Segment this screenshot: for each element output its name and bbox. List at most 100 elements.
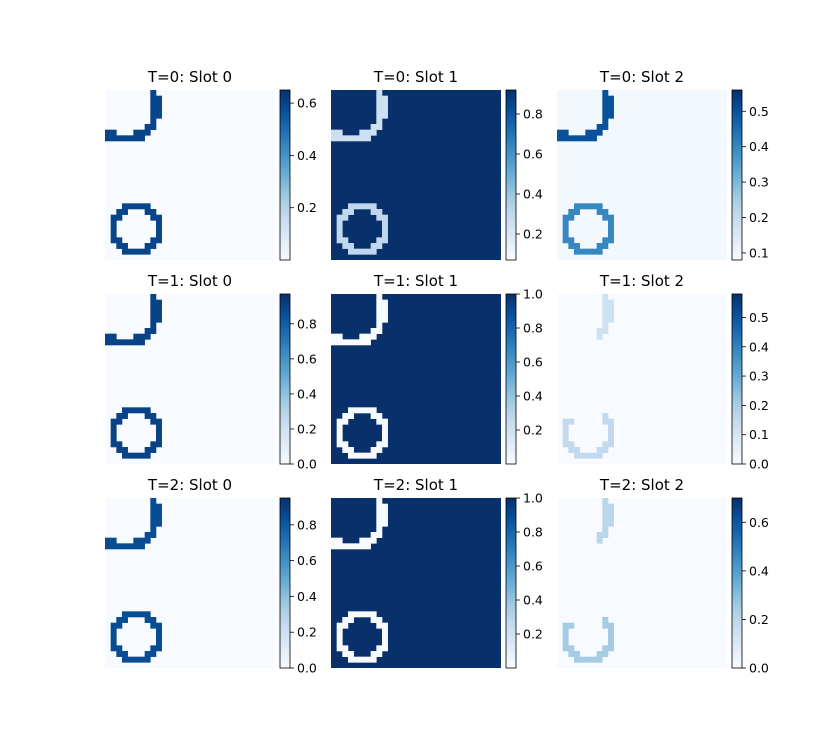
heatmap-cell	[156, 515, 162, 521]
heatmap-cell	[150, 305, 157, 312]
heatmap-cell	[150, 532, 157, 538]
heatmap-background	[557, 90, 727, 260]
heatmap-cell	[144, 129, 151, 136]
heatmap-cell	[348, 651, 354, 657]
heatmap-cell	[376, 515, 383, 521]
heatmap-background	[331, 498, 501, 668]
colorbar-tick-label: 0.2	[749, 612, 769, 627]
heatmap-cell	[376, 294, 383, 300]
heatmap-cell	[139, 611, 145, 618]
heatmap-cell	[133, 656, 140, 663]
heatmap-cell	[336, 237, 343, 244]
heatmap-cell	[122, 617, 128, 623]
heatmap-cell	[122, 447, 128, 453]
heatmap-cell	[127, 656, 134, 663]
colorbar-tick-label: 0.6	[297, 96, 317, 111]
colorbar: 0.0 0.1 0.2 0.3 0.4 0.5	[731, 293, 769, 472]
heatmap-cell	[365, 135, 371, 142]
heatmap-cell	[596, 248, 603, 255]
heatmap-cell	[116, 237, 123, 244]
heatmap-cell	[331, 333, 337, 340]
heatmap-cell	[382, 214, 388, 221]
heatmap-cell	[359, 339, 366, 346]
heatmap-cell	[382, 645, 388, 652]
heatmap-cell	[122, 135, 128, 142]
heatmap-cell	[376, 209, 383, 215]
heatmap-cell	[139, 407, 145, 414]
subplot-title: T=1: Slot 1	[373, 272, 458, 290]
heatmap-cell	[370, 209, 377, 215]
heatmap-cell	[353, 339, 360, 346]
colorbar-gradient	[505, 497, 517, 669]
heatmap-cell	[110, 430, 117, 436]
heatmap-cell	[370, 129, 377, 136]
heatmap-cell	[348, 407, 354, 414]
heatmap-cell	[150, 645, 157, 652]
heatmap-cell	[602, 243, 609, 249]
subplot-title: T=2: Slot 1	[373, 476, 458, 494]
heatmap-cell	[110, 537, 117, 544]
heatmap-cell	[156, 424, 162, 431]
heatmap-cell	[382, 220, 388, 227]
heatmap-cell	[602, 299, 609, 306]
heatmap-cell	[608, 418, 614, 425]
heatmap-cell	[342, 447, 349, 453]
heatmap-cell	[156, 231, 162, 238]
heatmap-cell	[602, 532, 609, 538]
heatmap-cell	[376, 526, 383, 533]
heatmap-cell	[139, 656, 145, 663]
heatmap-cell	[110, 418, 117, 425]
colorbar-tick-label: 0.6	[523, 355, 543, 370]
colorbar-tick-label: 0.0	[297, 661, 317, 676]
heatmap-cell	[116, 418, 123, 425]
heatmap-cell	[336, 634, 343, 640]
colorbar-gradient	[731, 89, 743, 261]
heatmap-cell	[150, 90, 157, 96]
heatmap-cell	[150, 622, 157, 629]
heatmap-cell	[336, 543, 343, 550]
heatmap-cell	[110, 628, 117, 635]
heatmap-cell	[585, 248, 592, 255]
heatmap-cell	[116, 447, 123, 453]
heatmap-cell	[382, 628, 388, 635]
colorbar-tick-label: 0.0	[749, 457, 769, 472]
heatmap-cell	[382, 418, 388, 425]
heatmap-cell	[376, 418, 383, 425]
heatmap-cell	[574, 248, 580, 255]
heatmap-cell	[562, 237, 569, 244]
subplot-title: T=2: Slot 2	[599, 476, 684, 494]
colorbar-tick-label: 0.3	[749, 369, 769, 384]
heatmap-cell	[133, 333, 140, 340]
heatmap-cell	[150, 322, 157, 329]
heatmap-cell	[144, 333, 151, 340]
colorbar-tick-label: 0.4	[749, 339, 769, 354]
heatmap-cell	[127, 203, 134, 210]
heatmap-cell	[608, 95, 614, 102]
heatmap-cell	[122, 407, 128, 414]
heatmap-cell	[382, 107, 388, 113]
heatmap-cell	[376, 101, 383, 108]
heatmap-background	[105, 294, 275, 464]
heatmap-cell	[127, 611, 134, 618]
heatmap-cell	[116, 135, 123, 142]
heatmap-cell	[110, 237, 117, 244]
heatmap-cell	[370, 651, 377, 657]
heatmap-cell	[342, 543, 349, 550]
heatmap	[557, 294, 727, 464]
heatmap-cell	[596, 124, 603, 130]
heatmap-cell	[110, 424, 117, 431]
heatmap-cell	[359, 611, 366, 618]
heatmap-cell	[365, 129, 371, 136]
heatmap-cell	[568, 447, 575, 453]
heatmap-cell	[574, 243, 580, 249]
heatmap-cell	[139, 135, 145, 142]
heatmap-cell	[133, 248, 140, 255]
colorbar-tick-label: 0.2	[297, 421, 317, 436]
heatmap-cell	[116, 243, 123, 249]
heatmap-cell	[376, 299, 383, 306]
heatmap-cell	[342, 209, 349, 215]
heatmap-cell	[150, 112, 157, 119]
heatmap-cell	[562, 622, 569, 629]
heatmap-cell	[110, 220, 117, 227]
heatmap-cell	[150, 418, 157, 425]
